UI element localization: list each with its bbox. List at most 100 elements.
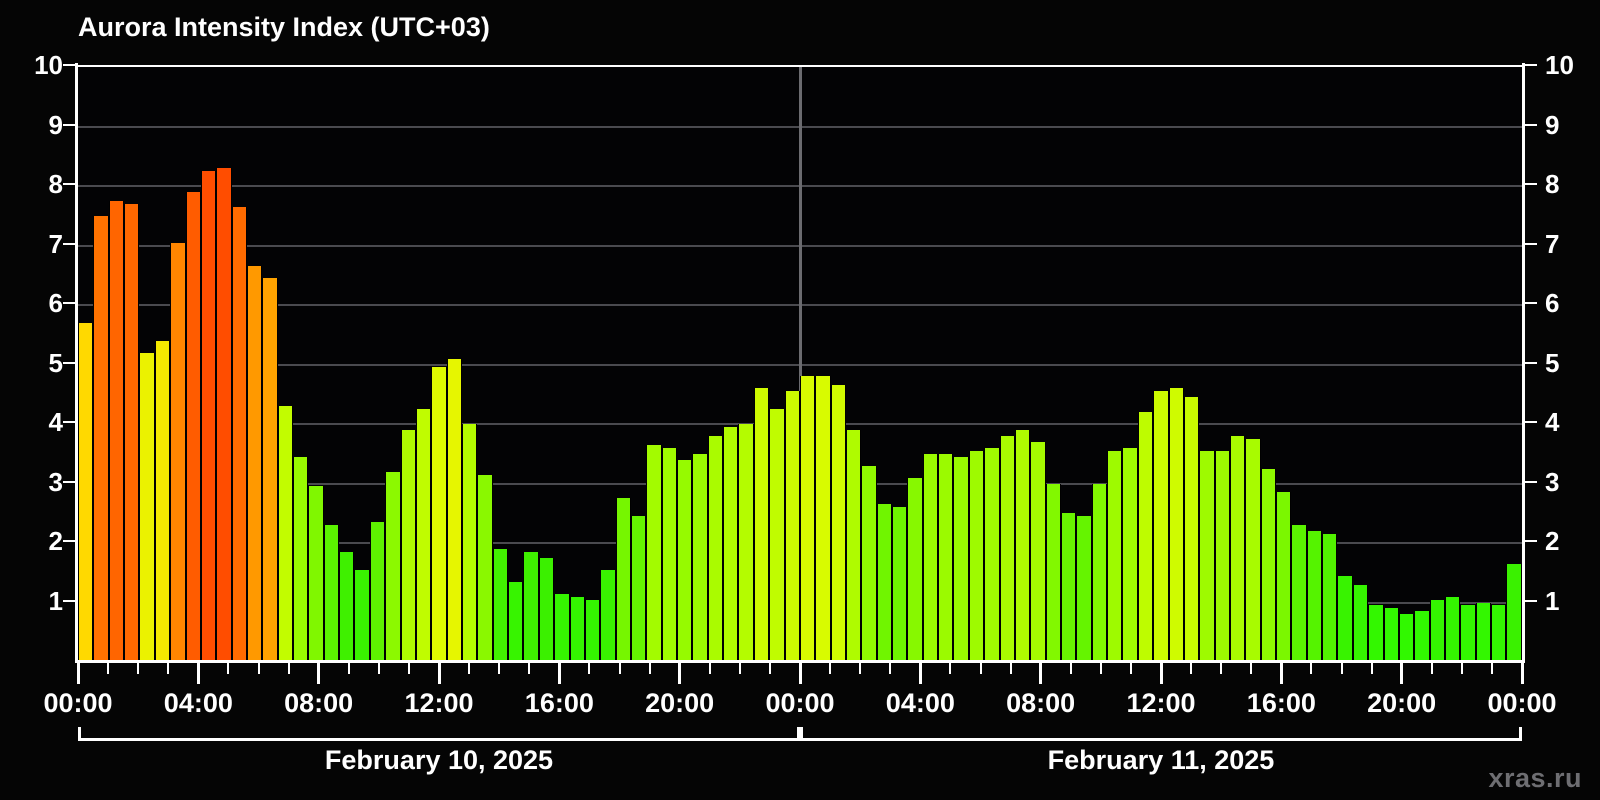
bar[interactable] (385, 471, 401, 662)
bar-cell[interactable] (1322, 67, 1338, 662)
bar-cell[interactable] (1122, 67, 1138, 662)
bar[interactable] (1322, 534, 1338, 662)
bar[interactable] (569, 596, 585, 662)
bar[interactable] (1091, 483, 1108, 662)
bar-cell[interactable] (246, 67, 263, 662)
bar-cell[interactable] (124, 67, 140, 662)
bar-cell[interactable] (1045, 67, 1061, 662)
bar[interactable] (922, 453, 939, 662)
bar[interactable] (124, 203, 140, 662)
bar[interactable] (277, 406, 294, 662)
bar-cell[interactable] (492, 67, 509, 662)
bar-cell[interactable] (415, 67, 432, 662)
bar[interactable] (1506, 563, 1522, 662)
bar[interactable] (1491, 605, 1507, 662)
bar[interactable] (1045, 483, 1061, 662)
bar[interactable] (1137, 412, 1154, 662)
bar[interactable] (723, 426, 739, 662)
bar[interactable] (154, 340, 171, 662)
bar-cell[interactable] (830, 67, 846, 662)
bar[interactable] (538, 557, 555, 662)
bar[interactable] (508, 581, 524, 662)
bar[interactable] (600, 569, 616, 662)
bar-cell[interactable] (784, 67, 800, 662)
bar[interactable] (339, 551, 355, 662)
bar-cell[interactable] (477, 67, 493, 662)
bar-cell[interactable] (1352, 67, 1369, 662)
bar-cell[interactable] (108, 67, 125, 662)
bar-cell[interactable] (1245, 67, 1261, 662)
bar-cell[interactable] (385, 67, 401, 662)
bar[interactable] (523, 551, 539, 662)
bar[interactable] (216, 168, 232, 662)
bar[interactable] (1429, 599, 1445, 662)
bar[interactable] (784, 391, 800, 662)
bar-cell[interactable] (1368, 67, 1384, 662)
bar[interactable] (400, 429, 416, 662)
bar-cell[interactable] (615, 67, 631, 662)
bar-cell[interactable] (845, 67, 862, 662)
bar-cell[interactable] (293, 67, 309, 662)
bar[interactable] (661, 447, 678, 662)
bar-cell[interactable] (861, 67, 877, 662)
bar-cell[interactable] (538, 67, 555, 662)
bar-cell[interactable] (692, 67, 708, 662)
bar[interactable] (738, 424, 754, 662)
bar-cell[interactable] (1091, 67, 1108, 662)
bar-cell[interactable] (769, 67, 785, 662)
bar[interactable] (1153, 391, 1169, 662)
bar-cell[interactable] (308, 67, 324, 662)
bar[interactable] (1337, 575, 1353, 662)
bar[interactable] (630, 516, 647, 662)
bar-cell[interactable] (1183, 67, 1200, 662)
bar-cell[interactable] (1383, 67, 1399, 662)
bar[interactable] (1383, 608, 1399, 662)
bar-cell[interactable] (1107, 67, 1123, 662)
bar-cell[interactable] (753, 67, 770, 662)
bar-cell[interactable] (446, 67, 462, 662)
bar[interactable] (892, 507, 908, 662)
bar-cell[interactable] (723, 67, 739, 662)
bar-cell[interactable] (554, 67, 570, 662)
bar-cell[interactable] (738, 67, 754, 662)
bar-cell[interactable] (216, 67, 232, 662)
bar-cell[interactable] (1061, 67, 1077, 662)
bar[interactable] (1398, 614, 1415, 662)
bar[interactable] (139, 352, 155, 662)
bar-cell[interactable] (431, 67, 447, 662)
bar[interactable] (170, 242, 186, 662)
bar-cell[interactable] (1398, 67, 1415, 662)
bar-cell[interactable] (1076, 67, 1092, 662)
bar[interactable] (861, 465, 877, 662)
bar-cell[interactable] (231, 67, 247, 662)
bar-cell[interactable] (200, 67, 217, 662)
bar[interactable] (415, 409, 432, 662)
bar-cell[interactable] (815, 67, 831, 662)
bar[interactable] (1229, 435, 1246, 662)
bar[interactable] (769, 409, 785, 662)
bar-cell[interactable] (1153, 67, 1169, 662)
bar-cell[interactable] (1337, 67, 1353, 662)
bar[interactable] (584, 599, 601, 662)
bar[interactable] (1014, 429, 1031, 662)
bar-cell[interactable] (1414, 67, 1430, 662)
bar[interactable] (1260, 468, 1277, 662)
bar[interactable] (646, 444, 662, 662)
bar-cell[interactable] (139, 67, 155, 662)
bar-cell[interactable] (600, 67, 616, 662)
bar[interactable] (753, 388, 770, 662)
bar[interactable] (1245, 438, 1261, 662)
bar[interactable] (1107, 450, 1123, 662)
bar-cell[interactable] (1214, 67, 1230, 662)
bar-cell[interactable] (1460, 67, 1476, 662)
bar-cell[interactable] (1014, 67, 1031, 662)
bar[interactable] (677, 459, 693, 662)
bar-cell[interactable] (78, 67, 94, 662)
bar[interactable] (1030, 441, 1046, 662)
bar-cell[interactable] (707, 67, 724, 662)
bar-cell[interactable] (277, 67, 294, 662)
bar[interactable] (200, 171, 217, 662)
bar[interactable] (431, 367, 447, 662)
bar[interactable] (185, 191, 201, 662)
bar-cell[interactable] (1276, 67, 1292, 662)
